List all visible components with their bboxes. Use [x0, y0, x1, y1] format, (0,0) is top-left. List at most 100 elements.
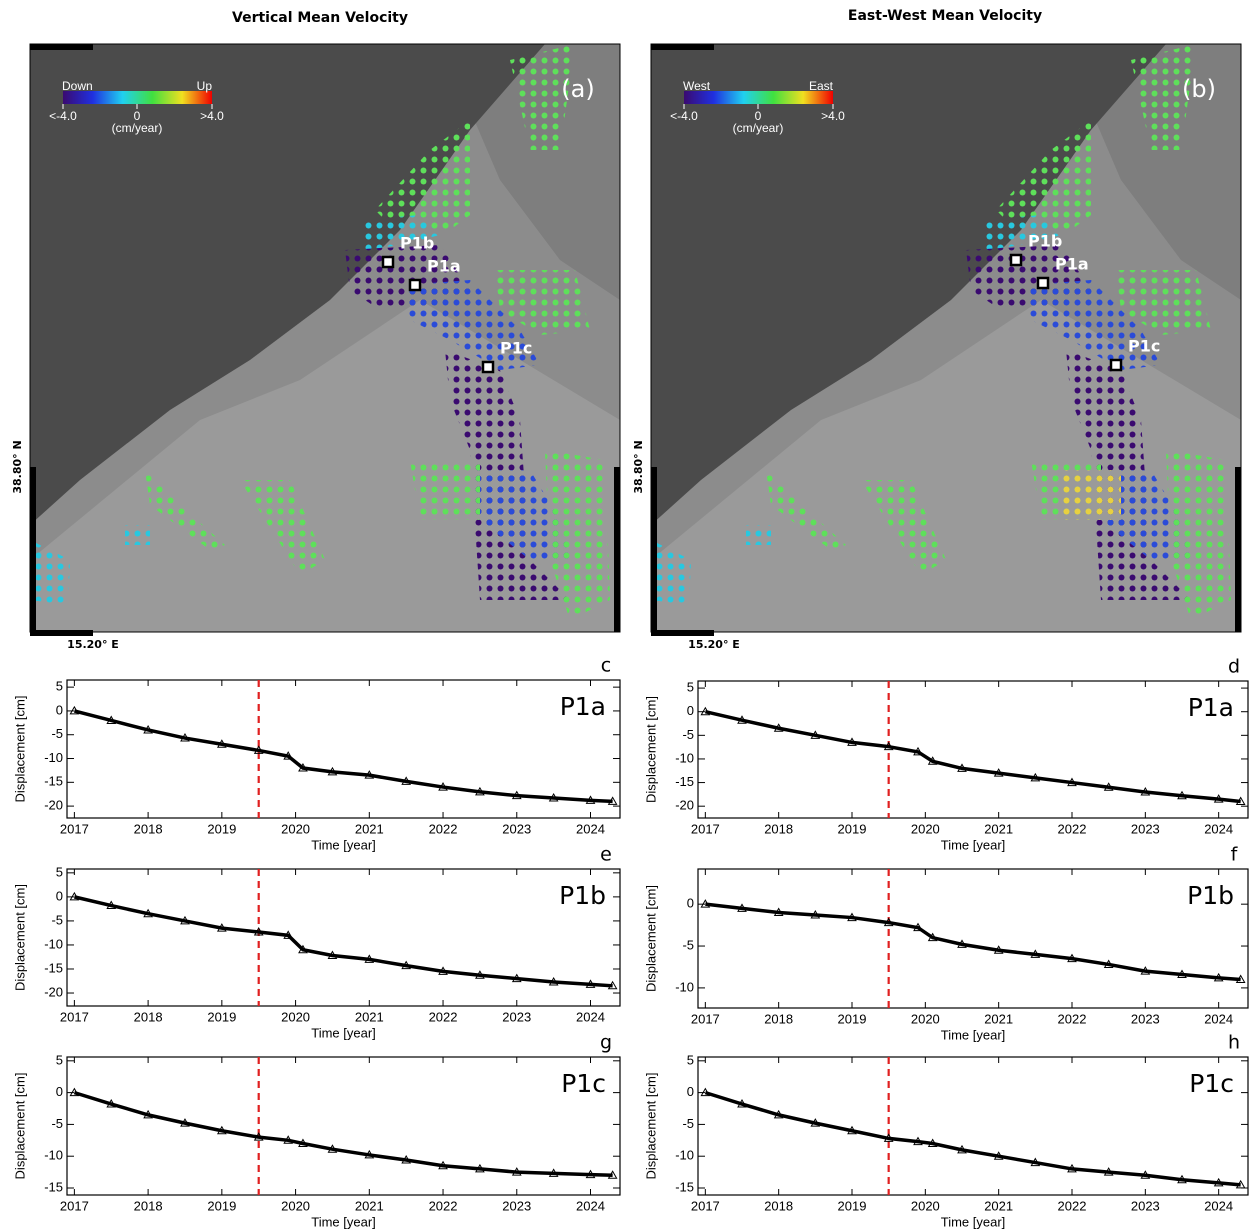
data-point — [475, 1163, 485, 1173]
x-tick-label: 2020 — [281, 821, 310, 836]
point-label: P1c — [500, 339, 532, 358]
data-point — [1067, 1163, 1077, 1173]
data-point — [438, 966, 448, 975]
colorbar-high: Up — [197, 79, 213, 93]
data-point — [1030, 772, 1041, 782]
x-tick-label: 2018 — [134, 1198, 163, 1213]
data-point — [475, 970, 485, 979]
y-tick-label: 5 — [56, 864, 63, 879]
sea — [30, 44, 545, 525]
point-label: P1b — [1028, 232, 1062, 251]
data-point — [253, 745, 264, 754]
plot-area — [697, 680, 1249, 819]
x-tick-label: 2018 — [764, 1198, 793, 1213]
x-tick-label: 2024 — [1204, 1011, 1233, 1026]
x-tick-label: 2019 — [838, 1198, 867, 1213]
frame-bar — [30, 630, 93, 636]
x-tick-label: 2020 — [281, 1009, 310, 1024]
series-line — [73, 709, 613, 804]
data-point — [913, 1136, 923, 1146]
data-point — [847, 737, 857, 746]
data-point — [1177, 790, 1187, 800]
colorbar — [63, 91, 212, 104]
x-tick-label: 2020 — [911, 821, 940, 836]
data-point — [883, 1133, 894, 1142]
velocity-points — [861, 480, 946, 575]
x-tick-label: 2022 — [429, 821, 458, 836]
lat-label: 38.80° N — [632, 440, 645, 493]
data-point — [327, 1144, 338, 1153]
velocity-points — [746, 525, 771, 545]
data-point — [883, 917, 894, 927]
x-tick-label: 2019 — [207, 1198, 236, 1213]
x-tick-label: 2023 — [502, 1198, 531, 1213]
x-tick-label: 2018 — [134, 1009, 163, 1024]
data-point — [298, 1138, 308, 1147]
y-axis-label: Displacement [cm] — [643, 696, 658, 803]
data-point — [1140, 787, 1151, 796]
data-point — [1177, 969, 1187, 979]
x-tick-label: 2019 — [207, 1009, 236, 1024]
x-axis-label: Time [year] — [311, 1025, 376, 1040]
data-point — [585, 979, 596, 988]
data-point — [810, 730, 821, 739]
velocity-points — [1131, 44, 1196, 150]
y-tick-label: 0 — [687, 896, 694, 911]
data-point — [253, 1132, 264, 1141]
velocity-points — [545, 450, 610, 620]
map-frame — [650, 43, 1242, 633]
x-tick-label: 2020 — [911, 1011, 940, 1026]
velocity-points — [30, 540, 70, 605]
data-point — [401, 960, 412, 970]
panel-label: (b) — [1182, 75, 1216, 103]
x-tick-label: 2021 — [984, 1198, 1013, 1213]
x-tick-label: 2017 — [691, 821, 720, 836]
data-point — [810, 910, 821, 919]
panel-letter: f — [1231, 844, 1239, 866]
data-point — [993, 945, 1004, 954]
data-point — [1030, 1157, 1041, 1167]
x-axis-label: Time [year] — [311, 837, 376, 852]
data-point — [1067, 953, 1077, 963]
data-point — [737, 715, 747, 724]
data-point — [1140, 966, 1151, 975]
velocity-points — [125, 525, 150, 545]
colorbar-low: West — [683, 79, 711, 93]
y-tick-label: -15 — [675, 774, 694, 789]
data-point — [737, 903, 747, 912]
data-point — [475, 786, 485, 796]
series-label: P1c — [1189, 1069, 1234, 1098]
point-marker — [1109, 358, 1123, 372]
data-point — [511, 790, 522, 800]
velocity-points — [240, 480, 325, 575]
y-tick-label: 0 — [56, 702, 63, 717]
series-line — [73, 1090, 613, 1178]
y-tick-label: -10 — [44, 1148, 63, 1163]
velocity-points — [1166, 450, 1231, 620]
y-tick-label: -5 — [51, 912, 63, 927]
point-label: P1b — [400, 234, 434, 253]
panel-letter: d — [1228, 656, 1240, 678]
point-label: P1c — [1128, 337, 1160, 356]
data-point — [180, 733, 190, 742]
data-point — [737, 1099, 747, 1108]
y-tick-label: -5 — [682, 727, 694, 742]
x-tick-label: 2021 — [984, 821, 1013, 836]
y-tick-label: -5 — [682, 937, 694, 952]
data-point — [927, 932, 938, 942]
y-tick-label: -10 — [675, 979, 694, 994]
series-label: P1a — [1188, 693, 1234, 722]
y-tick-label: -10 — [675, 750, 694, 765]
velocity-points — [495, 270, 590, 335]
point-marker — [408, 278, 422, 292]
x-tick-label: 2023 — [502, 821, 531, 836]
colorbar-tick-label: 0 — [134, 109, 141, 123]
y-tick-label: -20 — [675, 798, 694, 813]
data-point — [548, 1168, 559, 1177]
data-point — [1140, 1170, 1151, 1179]
panel-letter: h — [1228, 1032, 1240, 1054]
data-point — [511, 973, 522, 983]
data-point — [927, 1138, 938, 1147]
data-point — [607, 980, 618, 990]
data-point — [1213, 794, 1224, 803]
